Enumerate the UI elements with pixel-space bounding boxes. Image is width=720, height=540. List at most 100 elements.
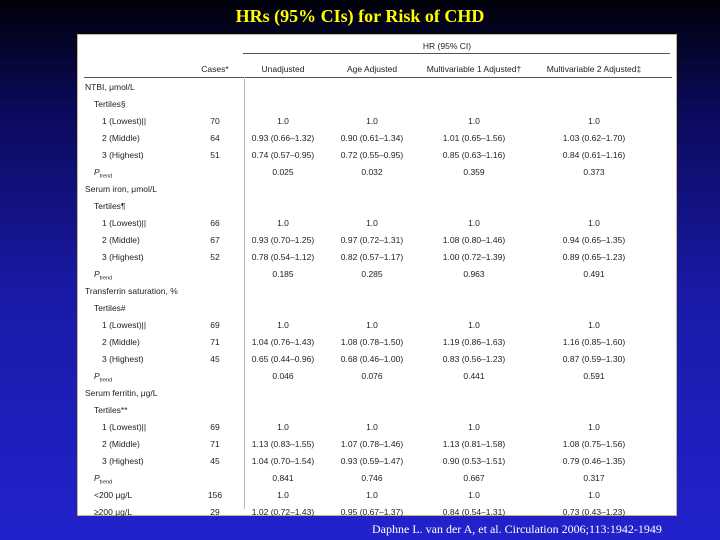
table-cell: 0.373	[583, 167, 605, 177]
table-cell: 0.491	[583, 269, 605, 279]
table-cell: 1.0	[277, 116, 289, 126]
table-cell: 0.65 (0.44–0.96)	[251, 354, 315, 364]
table-cell: 1.0	[468, 422, 480, 432]
table-cell: 69	[210, 320, 220, 330]
table-cell: 1.01 (0.65–1.56)	[442, 133, 506, 143]
table-cell: 1.0	[468, 320, 480, 330]
row-label-subscript: trend	[99, 479, 113, 486]
table-cell: 0.076	[361, 371, 383, 381]
column-header: Cases*	[201, 64, 229, 74]
table-cell: 0.359	[463, 167, 485, 177]
table-cell: 71	[210, 337, 220, 347]
row-label: <200 μg/L	[94, 490, 133, 500]
column-divider	[244, 77, 245, 509]
table-cell: 1.04 (0.70–1.54)	[251, 456, 315, 466]
table-cell: 0.90 (0.53–1.51)	[442, 456, 506, 466]
table-cell: 0.90 (0.61–1.34)	[340, 133, 404, 143]
table-cell: 1.0	[277, 320, 289, 330]
table-cell: 1.08 (0.80–1.46)	[442, 235, 506, 245]
row-label: Serum ferritin, μg/L	[85, 388, 158, 398]
table-cell: 1.03 (0.62–1.70)	[562, 133, 626, 143]
row-label: 1 (Lowest)||	[102, 116, 147, 126]
table-cell: 1.07 (0.78–1.46)	[340, 439, 404, 449]
row-label-subscript: trend	[99, 173, 113, 180]
row-label: 2 (Middle)	[102, 337, 140, 347]
slide-title: HRs (95% CIs) for Risk of CHD	[235, 6, 485, 26]
row-label-text: P	[94, 473, 100, 483]
hr-group-header: HR (95% CI)	[422, 41, 472, 51]
table-cell: 0.441	[463, 371, 485, 381]
row-label-subscript: trend	[99, 377, 113, 384]
row-label: Ptrend	[94, 269, 112, 284]
table-cell: 1.0	[468, 116, 480, 126]
table-cell: 0.032	[361, 167, 383, 177]
row-label: 1 (Lowest)||	[102, 320, 147, 330]
table-cell: 0.046	[272, 371, 294, 381]
table-cell: 1.0	[468, 490, 480, 500]
header-rule	[84, 77, 672, 78]
table-cell: 1.02 (0.72–1.43)	[251, 507, 315, 517]
table-cell: 0.89 (0.65–1.23)	[562, 252, 626, 262]
table-cell: 0.591	[583, 371, 605, 381]
table-cell: 0.841	[272, 473, 294, 483]
table-cell: 0.84 (0.54–1.31)	[442, 507, 506, 517]
table-cell: 0.285	[361, 269, 383, 279]
table-cell: 1.0	[588, 320, 600, 330]
citation: Daphne L. van der A, et al. Circulation …	[372, 522, 662, 536]
row-label: 1 (Lowest)||	[102, 218, 147, 228]
table-cell: 0.93 (0.66–1.32)	[251, 133, 315, 143]
row-label: 3 (Highest)	[102, 456, 144, 466]
table-cell: 51	[210, 150, 220, 160]
table-cell: 0.963	[463, 269, 485, 279]
row-label: Ptrend	[94, 167, 112, 182]
table-cell: 0.185	[272, 269, 294, 279]
row-label: 3 (Highest)	[102, 354, 144, 364]
table-cell: 1.0	[588, 422, 600, 432]
row-label: 2 (Middle)	[102, 235, 140, 245]
table-cell: 0.72 (0.55–0.95)	[340, 150, 404, 160]
table-cell: 1.08 (0.75–1.56)	[562, 439, 626, 449]
table-cell: 0.93 (0.59–1.47)	[340, 456, 404, 466]
row-label: Ptrend	[94, 473, 112, 488]
table-cell: 0.94 (0.65–1.35)	[562, 235, 626, 245]
table-cell: 1.00 (0.72–1.39)	[442, 252, 506, 262]
row-label-text: P	[94, 269, 100, 279]
column-header: Multivariable 1 Adjusted†	[426, 64, 522, 74]
table-cell: 71	[210, 439, 220, 449]
table-cell: 66	[210, 218, 220, 228]
table-cell: 0.025	[272, 167, 294, 177]
row-label-subscript: trend	[99, 275, 113, 282]
group-header-rule	[243, 53, 670, 54]
column-header: Unadjusted	[261, 64, 305, 74]
table-cell: 0.84 (0.61–1.16)	[562, 150, 626, 160]
table-cell: 1.04 (0.76–1.43)	[251, 337, 315, 347]
column-header: Age Adjusted	[346, 64, 398, 74]
table-cell: 1.0	[366, 422, 378, 432]
table-cell: 0.68 (0.46–1.00)	[340, 354, 404, 364]
table-cell: 1.0	[588, 490, 600, 500]
table-cell: 0.82 (0.57–1.17)	[340, 252, 404, 262]
table-cell: 1.0	[366, 320, 378, 330]
row-label: Tertiles¶	[94, 201, 126, 211]
table-cell: 45	[210, 354, 220, 364]
table-cell: 67	[210, 235, 220, 245]
column-header: Multivariable 2 Adjusted‡	[546, 64, 642, 74]
table-cell: 0.667	[463, 473, 485, 483]
table-cell: 0.97 (0.72–1.31)	[340, 235, 404, 245]
row-label: 2 (Middle)	[102, 439, 140, 449]
table-cell: 1.0	[366, 490, 378, 500]
table-cell: 64	[210, 133, 220, 143]
table-cell: 1.13 (0.81–1.58)	[442, 439, 506, 449]
table-cell: 0.83 (0.56–1.23)	[442, 354, 506, 364]
row-label: 2 (Middle)	[102, 133, 140, 143]
row-label: Serum iron, μmol/L	[85, 184, 157, 194]
row-label: Tertiles**	[94, 405, 128, 415]
row-label-text: P	[94, 167, 100, 177]
table-cell: 1.16 (0.85–1.60)	[562, 337, 626, 347]
row-label: 1 (Lowest)||	[102, 422, 147, 432]
table-cell: 1.0	[588, 116, 600, 126]
table-cell: 1.08 (0.78–1.50)	[340, 337, 404, 347]
row-label: Transferrin saturation, %	[85, 286, 178, 296]
table-cell: 0.79 (0.46–1.35)	[562, 456, 626, 466]
table-cell: 1.0	[366, 116, 378, 126]
